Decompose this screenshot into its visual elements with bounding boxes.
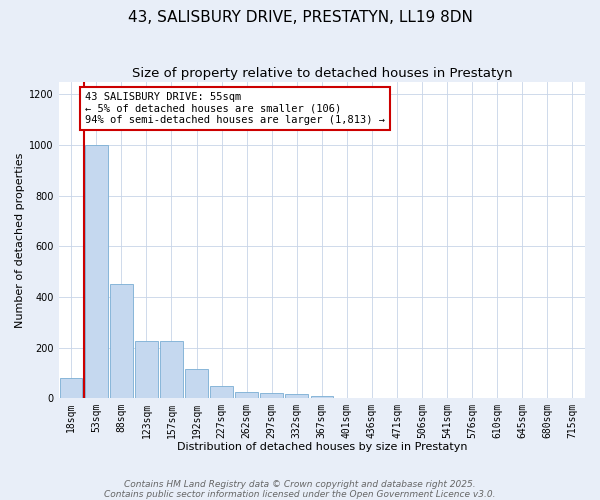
Text: 43 SALISBURY DRIVE: 55sqm
← 5% of detached houses are smaller (106)
94% of semi-: 43 SALISBURY DRIVE: 55sqm ← 5% of detach…	[85, 92, 385, 125]
Title: Size of property relative to detached houses in Prestatyn: Size of property relative to detached ho…	[131, 68, 512, 80]
Bar	[286, 394, 308, 398]
X-axis label: Distribution of detached houses by size in Prestatyn: Distribution of detached houses by size …	[176, 442, 467, 452]
Bar	[160, 341, 183, 398]
Bar	[85, 145, 107, 398]
Bar	[235, 392, 258, 398]
Text: Contains HM Land Registry data © Crown copyright and database right 2025.
Contai: Contains HM Land Registry data © Crown c…	[104, 480, 496, 499]
Bar	[135, 341, 158, 398]
Bar	[210, 386, 233, 398]
Bar	[311, 396, 333, 398]
Text: 43, SALISBURY DRIVE, PRESTATYN, LL19 8DN: 43, SALISBURY DRIVE, PRESTATYN, LL19 8DN	[128, 10, 472, 25]
Bar	[110, 284, 133, 398]
Y-axis label: Number of detached properties: Number of detached properties	[15, 152, 25, 328]
Bar	[260, 393, 283, 398]
Bar	[60, 378, 82, 398]
Bar	[185, 369, 208, 398]
